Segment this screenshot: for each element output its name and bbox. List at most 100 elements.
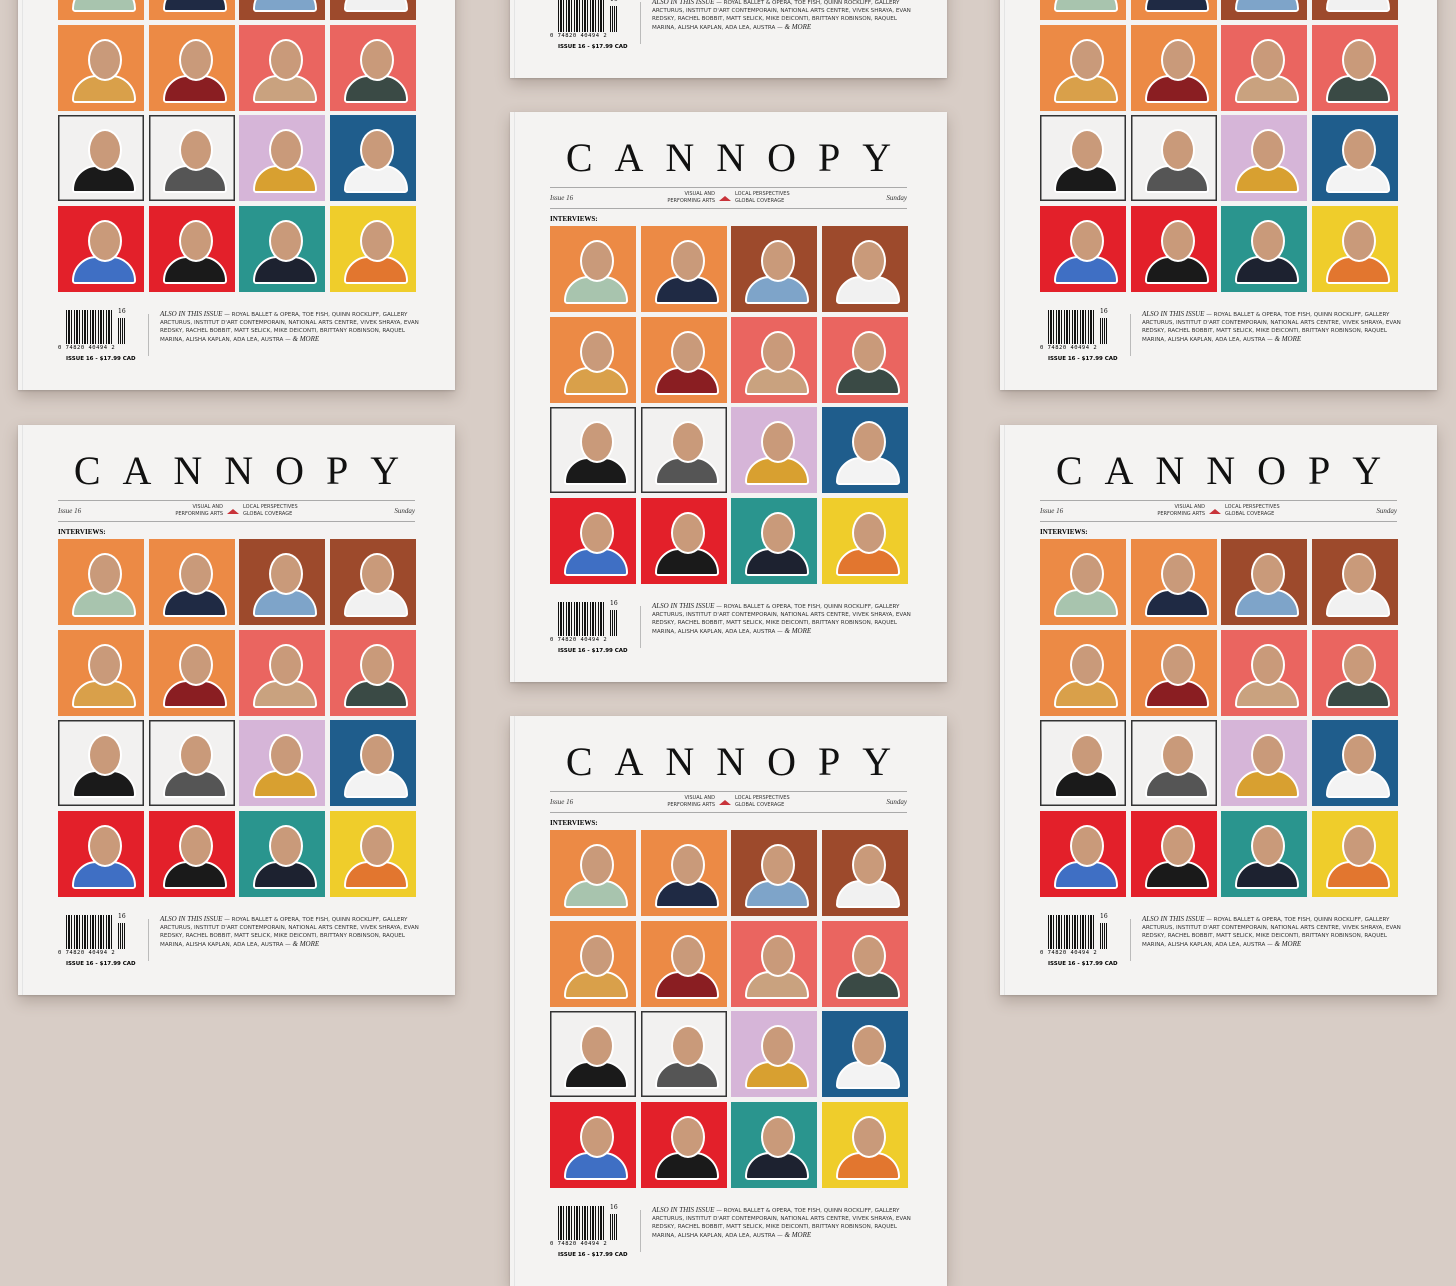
divider bbox=[1040, 521, 1397, 522]
also-text: — Royal Ballet & Opera, Toe Fish, Quinn … bbox=[1142, 312, 1401, 343]
portrait-tile bbox=[731, 1101, 817, 1188]
section-tagline: VISUAL AND PERFORMING ARTS LOCAL PERSPECT… bbox=[550, 795, 907, 809]
portrait-tile bbox=[1040, 115, 1126, 201]
portrait-tile bbox=[148, 115, 235, 201]
portrait-tile bbox=[148, 539, 235, 625]
portrait-tile bbox=[1311, 24, 1398, 111]
portrait-face bbox=[269, 553, 303, 595]
portrait-tile bbox=[1311, 205, 1398, 292]
portrait-tile bbox=[1130, 539, 1217, 625]
tagline-text: GLOBAL COVERAGE bbox=[735, 802, 785, 808]
portrait-tile bbox=[550, 920, 636, 1007]
portrait-face bbox=[761, 240, 795, 282]
portrait-illustration bbox=[1054, 0, 1118, 12]
also-lead: ALSO IN THIS ISSUE bbox=[652, 0, 715, 6]
portrait-face bbox=[670, 934, 705, 977]
portrait-face bbox=[1251, 219, 1285, 262]
portrait-face bbox=[1070, 824, 1104, 867]
portrait-face bbox=[1070, 643, 1104, 686]
portrait-face bbox=[88, 219, 122, 262]
barcode-addon: 16 bbox=[118, 308, 126, 315]
divider bbox=[148, 919, 149, 961]
portrait-tile bbox=[1130, 24, 1217, 111]
portrait-tile bbox=[329, 0, 416, 20]
portrait-tile bbox=[1221, 24, 1307, 111]
portrait-face bbox=[1251, 553, 1285, 595]
divider bbox=[1130, 314, 1131, 356]
portrait-tile bbox=[239, 115, 325, 201]
portrait-tile bbox=[550, 830, 636, 916]
portrait-tile bbox=[1130, 115, 1217, 201]
portrait-face bbox=[1341, 824, 1376, 867]
section-tagline: VISUAL AND PERFORMING ARTS LOCAL PERSPECT… bbox=[1040, 504, 1397, 518]
portrait-face bbox=[761, 330, 795, 373]
portrait-face bbox=[580, 844, 614, 886]
portrait-tile bbox=[550, 316, 636, 403]
barcode-addon: 16 bbox=[118, 913, 126, 920]
portrait-face bbox=[88, 553, 122, 595]
barcode-addon: 16 bbox=[1100, 913, 1108, 920]
portrait-face bbox=[178, 824, 213, 867]
portrait-grid bbox=[1040, 0, 1398, 292]
portrait-face bbox=[670, 1025, 705, 1067]
portrait-face bbox=[1160, 824, 1195, 867]
portrait-face bbox=[1341, 219, 1376, 262]
portrait-tile bbox=[640, 407, 727, 493]
barcode-addon-icon bbox=[610, 610, 618, 636]
section-tagline: VISUAL AND PERFORMING ARTS LOCAL PERSPECT… bbox=[550, 191, 907, 205]
also-more: & MORE bbox=[784, 23, 812, 31]
masthead: CANNOPY bbox=[565, 739, 914, 784]
portrait-tile bbox=[550, 1101, 636, 1188]
portrait-face bbox=[1070, 38, 1104, 81]
portrait-face bbox=[670, 511, 705, 554]
portrait-tile bbox=[329, 115, 416, 201]
price-label: ISSUE 16 - $17.99 CAD bbox=[558, 44, 628, 50]
barcode-number: 0 74820 40494 2 bbox=[58, 345, 116, 351]
portrait-face bbox=[580, 421, 614, 463]
portrait-tile bbox=[640, 1011, 727, 1097]
also-more: & MORE bbox=[784, 627, 812, 635]
portrait-illustration bbox=[72, 0, 136, 12]
portrait-face bbox=[359, 553, 394, 595]
portrait-tile bbox=[329, 629, 416, 716]
tagline-text: GLOBAL COVERAGE bbox=[243, 511, 293, 517]
portrait-tile bbox=[329, 205, 416, 292]
barcode-icon bbox=[1048, 915, 1096, 949]
portrait-tile bbox=[1040, 24, 1126, 111]
portrait-tile bbox=[239, 539, 325, 625]
portrait-face bbox=[88, 824, 122, 867]
interviews-heading: INTERVIEWS: bbox=[58, 528, 106, 536]
portrait-face bbox=[178, 38, 213, 81]
portrait-tile bbox=[731, 830, 817, 916]
barcode-addon-icon bbox=[118, 923, 126, 949]
also-in-this-issue: ALSO IN THIS ISSUE — Royal Ballet & Oper… bbox=[1142, 915, 1407, 949]
portrait-tile bbox=[329, 539, 416, 625]
portrait-face bbox=[1160, 553, 1195, 595]
portrait-face bbox=[1160, 643, 1195, 686]
portrait-face bbox=[88, 734, 122, 776]
divider bbox=[148, 314, 149, 356]
masthead: CANNOPY bbox=[73, 448, 422, 493]
portrait-illustration bbox=[1235, 0, 1299, 12]
also-more: & MORE bbox=[784, 1231, 812, 1239]
portrait-face bbox=[1341, 734, 1376, 776]
portrait-tile bbox=[640, 497, 727, 584]
logo-mark-icon bbox=[1209, 508, 1222, 514]
barcode-number: 0 74820 40494 2 bbox=[1040, 950, 1098, 956]
tagline-text: VISUAL AND bbox=[684, 191, 716, 197]
barcode-icon bbox=[558, 1206, 606, 1240]
portrait-tile bbox=[329, 810, 416, 897]
barcode-addon: 16 bbox=[610, 0, 618, 3]
also-lead: ALSO IN THIS ISSUE bbox=[1142, 915, 1205, 923]
portrait-illustration bbox=[1325, 0, 1390, 12]
barcode-addon-icon bbox=[1100, 318, 1108, 344]
portrait-face bbox=[178, 734, 213, 776]
portrait-face bbox=[178, 219, 213, 262]
portrait-face bbox=[269, 219, 303, 262]
portrait-face bbox=[269, 734, 303, 776]
portrait-tile bbox=[550, 1011, 636, 1097]
